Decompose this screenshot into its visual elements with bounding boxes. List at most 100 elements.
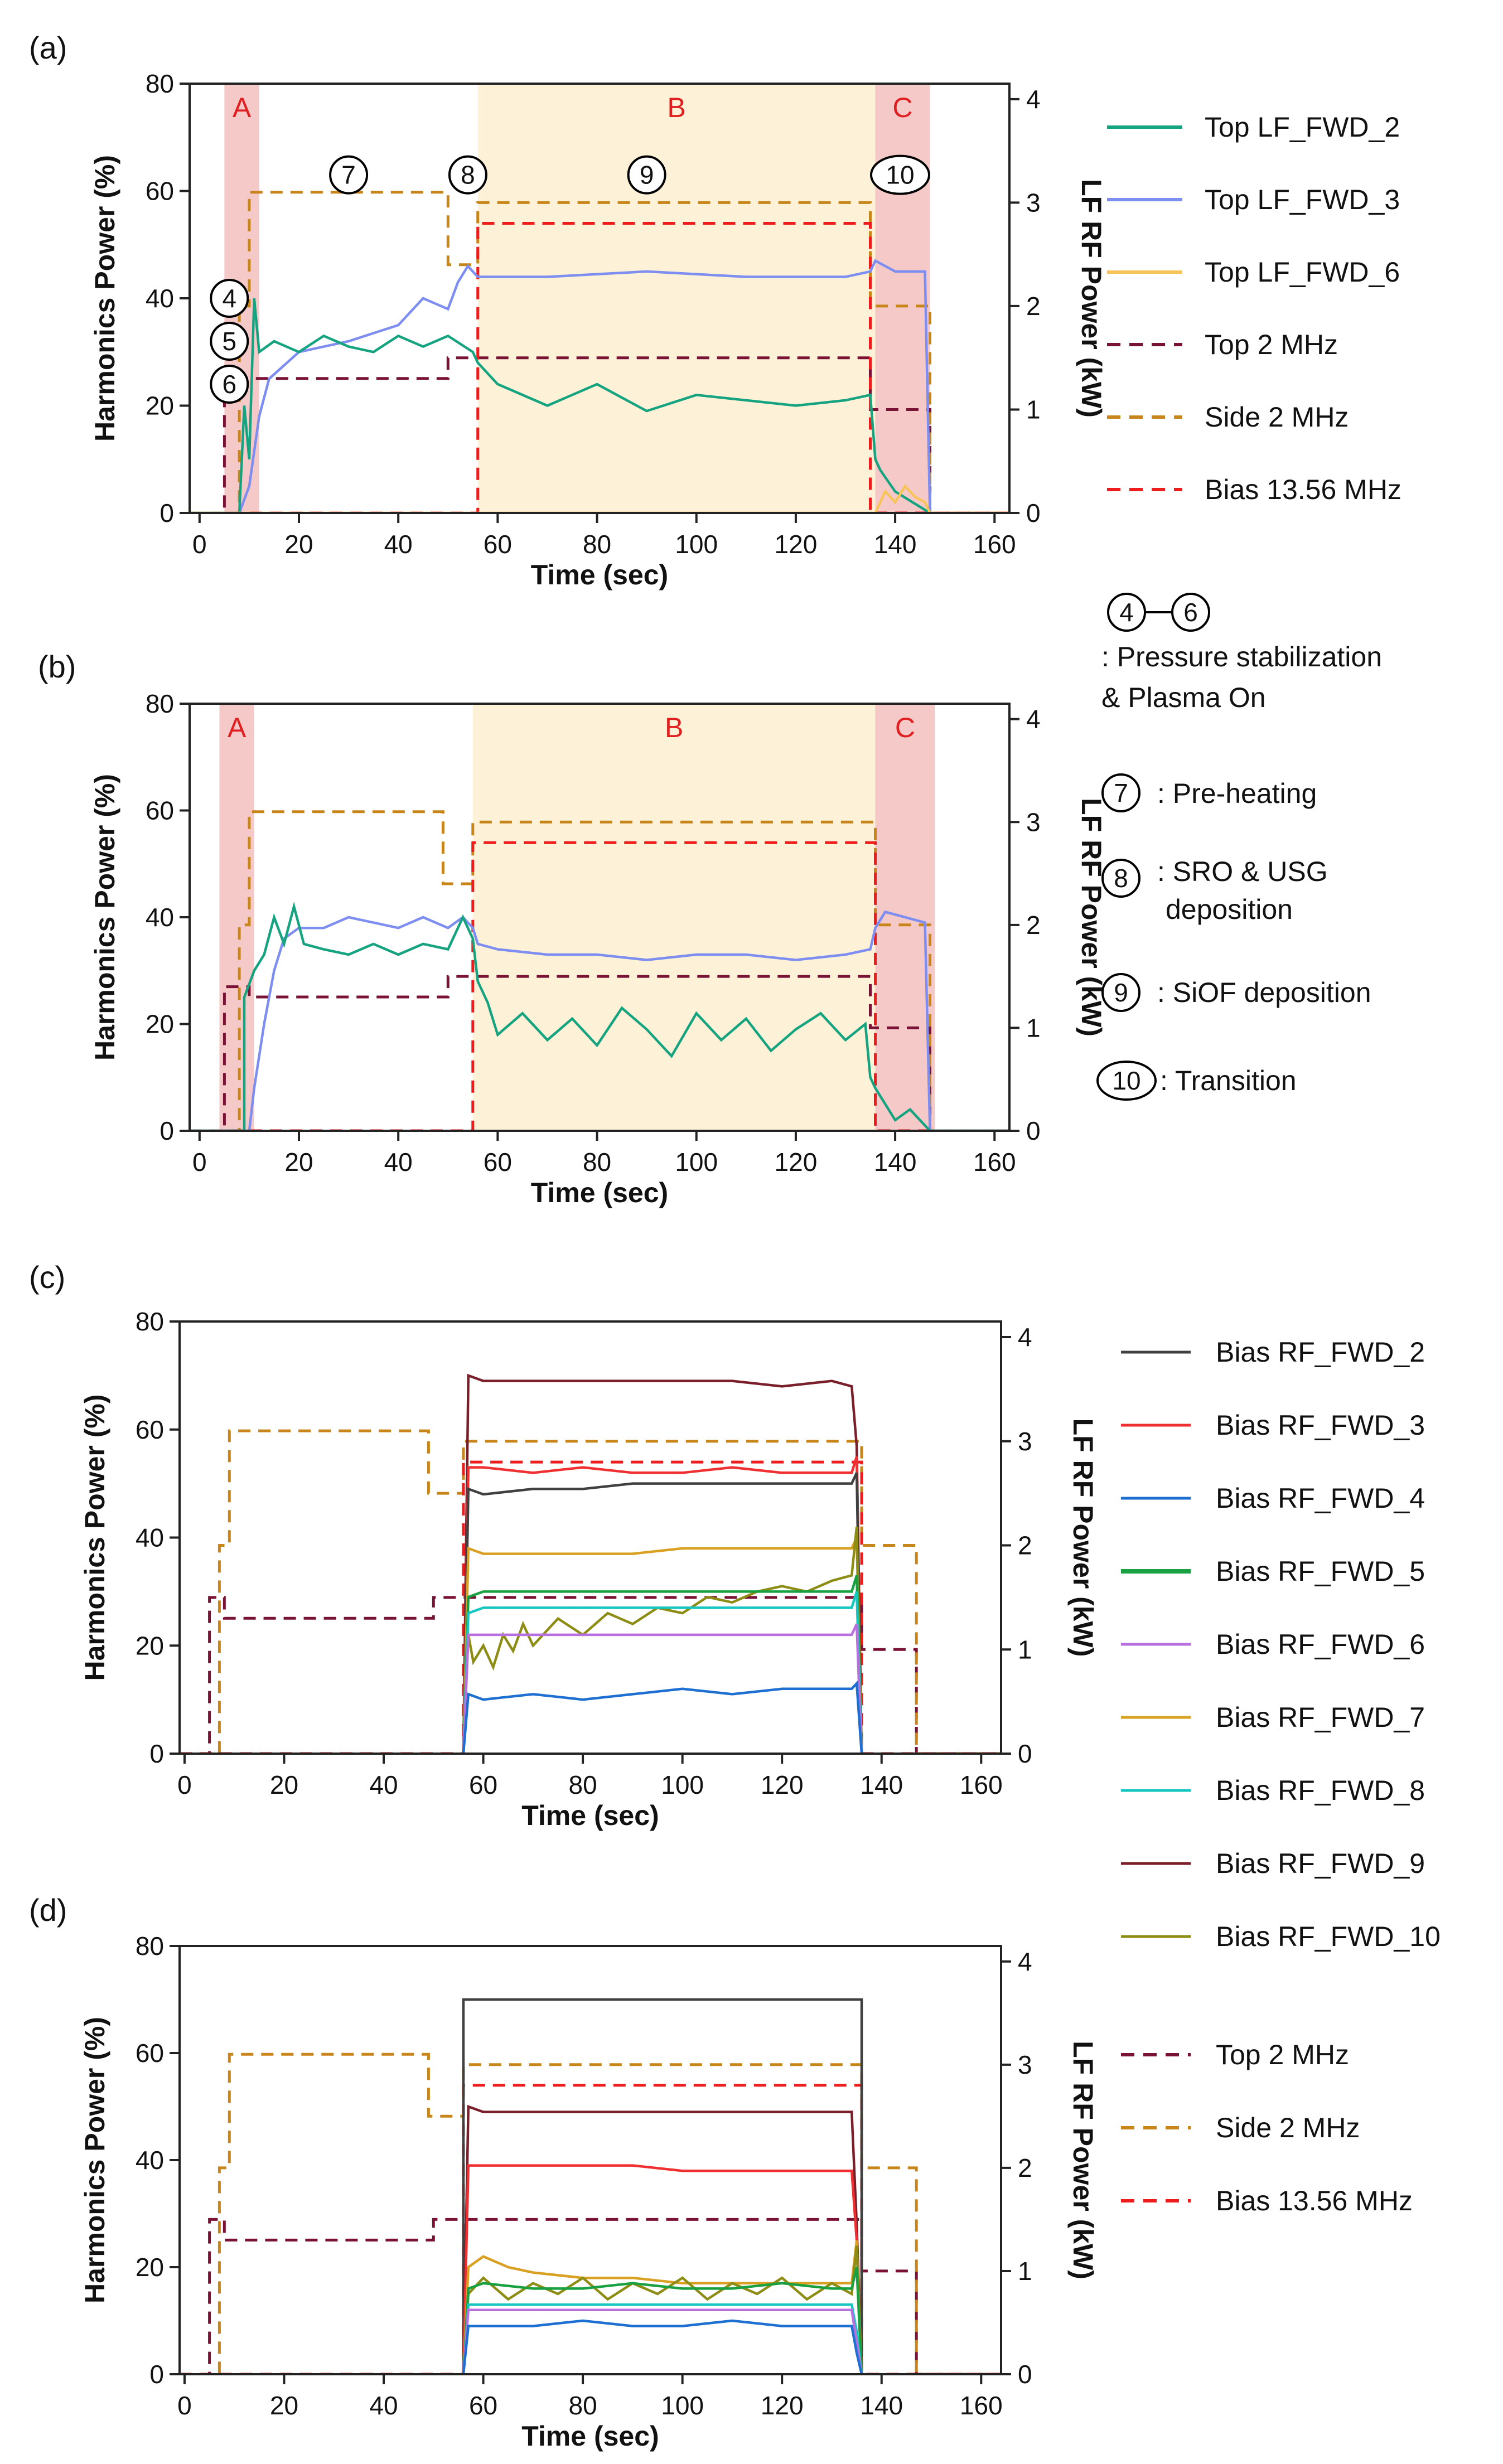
annot-10-text: : Transition [1160, 1065, 1297, 1096]
series-b3 [462, 2164, 863, 2374]
series-b3 [462, 1456, 863, 1754]
y2-tick-label: 3 [1026, 807, 1041, 836]
legend-label-rf-top_2mhz: Top 2 MHz [1216, 2039, 1349, 2070]
series-group [180, 1998, 1001, 2374]
series-b7 [462, 2240, 863, 2374]
x-tick-label: 0 [177, 2391, 192, 2420]
legend-label-bias_1356: Bias 13.56 MHz [1205, 474, 1401, 505]
y-tick-label: 80 [146, 69, 174, 98]
series-bias_1356 [190, 222, 1009, 513]
y-tick-label: 0 [160, 1116, 174, 1145]
annot-8-text-2: deposition [1166, 894, 1293, 925]
series-top_lf3 [190, 259, 931, 513]
y2-tick-label: 2 [1018, 2153, 1032, 2182]
x-tick-label: 160 [960, 2391, 1003, 2420]
series-b9 [462, 2104, 863, 2374]
y2-tick-label: 0 [1026, 498, 1041, 527]
series-b9 [462, 1373, 863, 1754]
annot-9-number: 9 [1114, 978, 1128, 1007]
panel-letter: (b) [38, 649, 76, 684]
region-label-B: B [667, 92, 685, 123]
x-tick-label: 0 [177, 1770, 192, 1799]
x-tick-label: 100 [661, 1770, 704, 1799]
step-marker-7: 7 [329, 155, 369, 195]
series-b7 [462, 1537, 863, 1754]
x-tick-label: 60 [484, 1148, 512, 1177]
series-top_lf2 [190, 902, 1009, 1131]
legend-label-side_2mhz: Side 2 MHz [1205, 401, 1349, 433]
legend-label-b7: Bias RF_FWD_7 [1216, 1702, 1425, 1733]
series-side_2mhz [180, 2052, 1001, 2374]
step-marker-8: 8 [448, 155, 487, 195]
annot-9-text: : SiOF deposition [1157, 977, 1371, 1008]
series-b6 [462, 2308, 863, 2374]
legend-label-b5: Bias RF_FWD_5 [1216, 1556, 1425, 1587]
x-tick-label: 120 [761, 1770, 804, 1799]
y-tick-label: 20 [146, 1010, 174, 1039]
y2-tick-label: 2 [1018, 1531, 1032, 1560]
x-tick-label: 80 [583, 530, 611, 559]
y-tick-label: 0 [149, 2360, 164, 2389]
y-axis-label: Harmonics Power (%) [89, 774, 120, 1061]
series-group [180, 1373, 1001, 1754]
x-tick-label: 160 [973, 530, 1016, 559]
annot-7-ring [1101, 773, 1140, 812]
y-tick-label: 0 [149, 1739, 164, 1768]
x-tick-label: 20 [270, 1770, 298, 1799]
y2-tick-label: 3 [1018, 1427, 1032, 1456]
series-b8 [462, 1591, 863, 1754]
series-b10 [462, 1526, 863, 1754]
region-label-C: C [895, 712, 915, 743]
y2-tick-label: 2 [1026, 911, 1041, 940]
series-top_2mhz [180, 1596, 1001, 1754]
chart-panel-a: (a) A B C 0 20 40 60 80 100 120 140 160 0 20 40 60 80 0 1 2 3… [29, 30, 1107, 590]
annot-10: 10 [1096, 1061, 1157, 1101]
annot-9: 9 [1101, 973, 1140, 1012]
x-axis-label: Time (sec) [531, 559, 668, 590]
x-tick-label: 60 [469, 2391, 497, 2420]
x-tick-label: 40 [384, 530, 413, 559]
y-axis-label: Harmonics Power (%) [89, 155, 120, 442]
annot-8: 8 [1101, 859, 1140, 898]
series-top_2mhz [190, 975, 1009, 1131]
step-marker-5-number: 5 [222, 327, 236, 356]
step-marker-4-ring [210, 279, 249, 318]
x-tick-label: 160 [973, 1148, 1016, 1177]
y2-axis-label: LF RF Power (kW) [1067, 2041, 1099, 2279]
series-bias_1356 [190, 841, 1009, 1131]
x-tick-label: 20 [284, 1148, 313, 1177]
x-tick-label: 0 [192, 530, 207, 559]
step-marker-6-number: 6 [222, 370, 236, 399]
y-tick-label: 20 [136, 2253, 164, 2282]
legend-label-top_2mhz: Top 2 MHz [1205, 329, 1338, 360]
legend-label-b6: Bias RF_FWD_6 [1216, 1629, 1425, 1660]
series-b4 [462, 2319, 863, 2374]
annot-4: 4 [1107, 593, 1146, 632]
series-b5 [462, 1575, 863, 1754]
step-marker-7-number: 7 [341, 161, 356, 190]
y2-tick-label: 1 [1026, 395, 1041, 424]
annot-10-number: 10 [1112, 1066, 1140, 1095]
step-marker-5-ring [210, 322, 249, 361]
annot-7-text: : Pre-heating [1157, 778, 1317, 809]
x-axis-label: Time (sec) [521, 1800, 659, 1831]
x-tick-label: 40 [369, 1770, 398, 1799]
series-top_lf3 [190, 910, 1009, 1131]
region-label-A: A [228, 712, 247, 743]
annot-10-ring [1096, 1061, 1157, 1101]
step-marker-4: 4 [210, 279, 249, 318]
y-tick-label: 80 [136, 1307, 164, 1336]
annot-8-number: 8 [1114, 864, 1128, 893]
step-marker-8-number: 8 [461, 161, 475, 190]
region-B [472, 704, 876, 1131]
annot-6-number: 6 [1183, 598, 1198, 627]
region-label-A: A [233, 92, 252, 123]
series-side_2mhz [190, 191, 1009, 513]
x-tick-label: 40 [369, 2391, 398, 2420]
x-tick-label: 40 [384, 1148, 413, 1177]
y2-tick-label: 0 [1018, 1739, 1032, 1768]
y2-tick-label: 2 [1026, 292, 1041, 321]
panel-letter: (a) [29, 30, 67, 65]
legend-label-top_lf6: Top LF_FWD_6 [1205, 256, 1400, 288]
x-tick-label: 140 [874, 530, 917, 559]
